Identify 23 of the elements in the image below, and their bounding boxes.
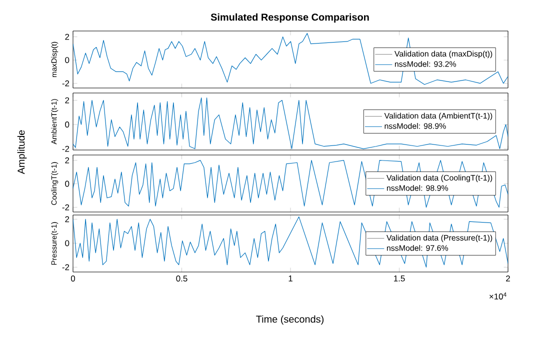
y-tick-label: -2 — [62, 264, 70, 270]
text: Amplitude — [17, 130, 27, 174]
y-tick-label: 0 — [65, 180, 70, 187]
y-tick-label: -2 — [62, 204, 70, 210]
x-axis-title: Time (seconds) — [256, 315, 324, 325]
chart-title: Simulated Response Comparison — [210, 13, 369, 23]
y-tick-label: -2 — [62, 146, 70, 152]
line-series — [73, 33, 508, 85]
y-tick-label: 0 — [65, 122, 70, 128]
x-tick-label: 1 — [288, 276, 292, 282]
y-tick-label: 2 — [65, 216, 70, 222]
y-tick-label: 2 — [65, 97, 70, 104]
y-tick-label: 2 — [65, 157, 70, 164]
x-tick-label: 0.5 — [176, 276, 188, 282]
y-tick-label: -2 — [62, 80, 70, 86]
y-tick-label: 2 — [65, 34, 70, 40]
y-tick-label: 0 — [65, 57, 70, 64]
text: ×10$^{4}$ — [490, 292, 506, 300]
line-series — [73, 216, 508, 268]
y-tick-label: 0 — [65, 240, 70, 246]
x-tick-label: 1.5 — [394, 276, 405, 282]
x-tick-label: 2 — [506, 276, 510, 282]
x-tick-label: 0 — [70, 276, 76, 282]
